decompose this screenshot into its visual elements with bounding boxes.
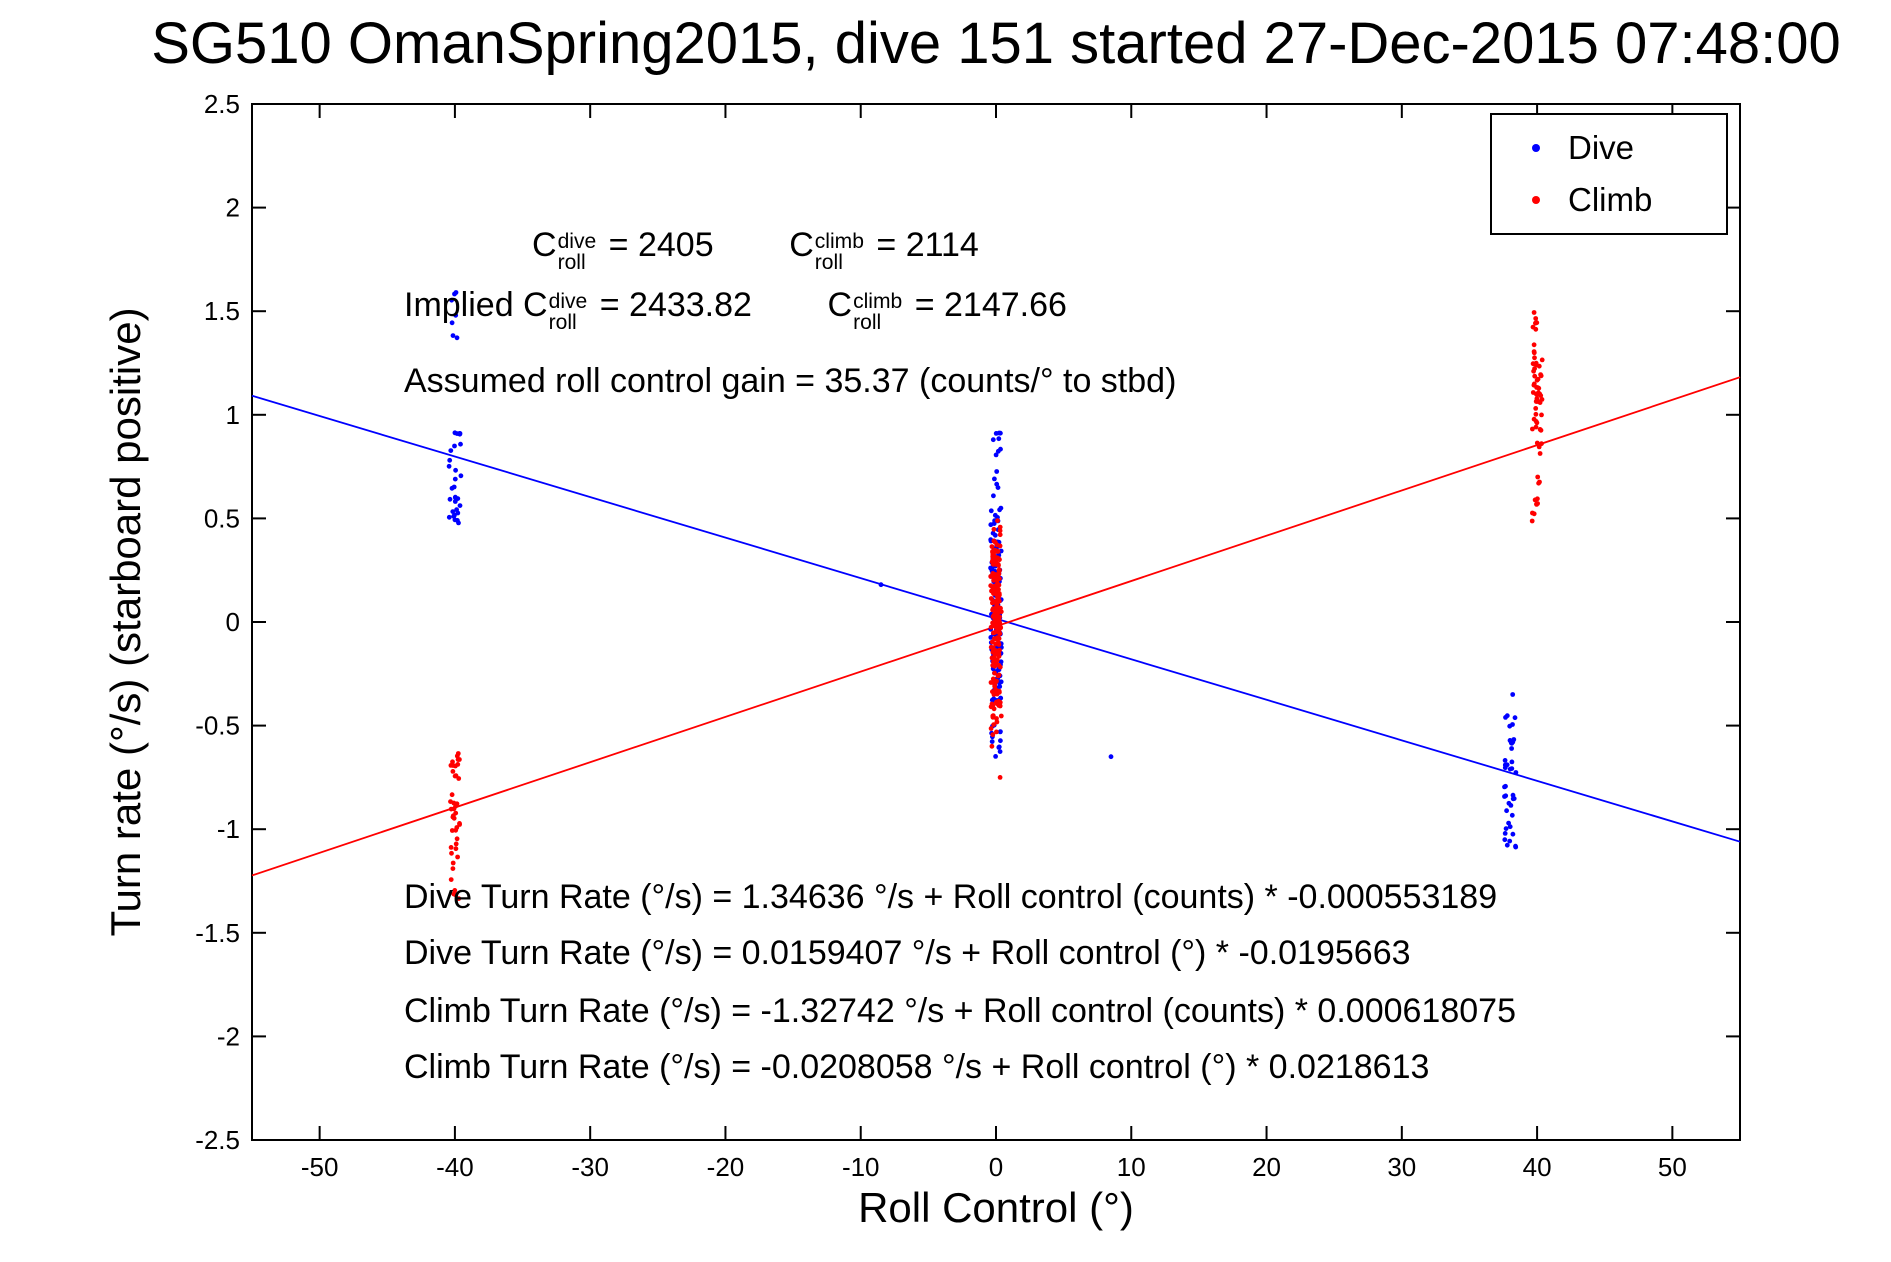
svg-text:2.5: 2.5 [204,89,240,119]
climb-points [448,310,1545,901]
equation-dive-degrees: Dive Turn Rate (°/s) = 0.0159407 °/s + R… [404,934,1411,972]
svg-text:1.5: 1.5 [204,296,240,326]
legend-label-climb: Climb [1568,181,1653,218]
svg-text:-1: -1 [217,814,240,844]
svg-text:10: 10 [1117,1152,1146,1182]
svg-text:0: 0 [226,607,240,637]
legend: Dive Climb [1490,113,1728,235]
svg-text:-10: -10 [842,1152,880,1182]
svg-text:40: 40 [1523,1152,1552,1182]
equation-climb-counts: Climb Turn Rate (°/s) = -1.32742 °/s + R… [404,992,1516,1030]
climb-marker-icon [1532,196,1540,204]
svg-text:-20: -20 [707,1152,745,1182]
svg-text:-50: -50 [301,1152,339,1182]
svg-text:2: 2 [226,193,240,223]
svg-text:-40: -40 [436,1152,474,1182]
x-axis-label: Roll Control (°) [858,1184,1134,1231]
y-axis: -2.5 -2 -1.5 -1 -0.5 0 0.5 1 1.5 2 2.5 [195,89,1740,1155]
legend-entry-dive: Dive [1532,129,1726,167]
equation-climb-degrees: Climb Turn Rate (°/s) = -0.0208058 °/s +… [404,1048,1430,1086]
svg-text:20: 20 [1252,1152,1281,1182]
svg-text:0.5: 0.5 [204,503,240,533]
equation-dive-counts: Dive Turn Rate (°/s) = 1.34636 °/s + Rol… [404,878,1498,916]
x-axis: -50 -40 -30 -20 -10 0 10 20 30 40 50 [301,104,1687,1182]
y-axis-label: Turn rate (°/s) (starboard positive) [102,307,149,936]
svg-text:1: 1 [226,400,240,430]
svg-text:-2.5: -2.5 [195,1125,240,1155]
legend-entry-climb: Climb [1532,181,1726,219]
svg-text:30: 30 [1387,1152,1416,1182]
svg-text:-30: -30 [571,1152,609,1182]
svg-text:-0.5: -0.5 [195,711,240,741]
legend-label-dive: Dive [1568,129,1635,166]
svg-text:-1.5: -1.5 [195,918,240,948]
svg-text:-2: -2 [217,1021,240,1051]
stat-line-roll-gain: Assumed roll control gain = 35.37 (count… [404,362,1177,400]
chart-title: SG510 OmanSpring2015, dive 151 started 2… [151,11,1841,76]
dive-marker-icon [1532,144,1540,152]
svg-text:0: 0 [989,1152,1003,1182]
svg-text:50: 50 [1658,1152,1687,1182]
